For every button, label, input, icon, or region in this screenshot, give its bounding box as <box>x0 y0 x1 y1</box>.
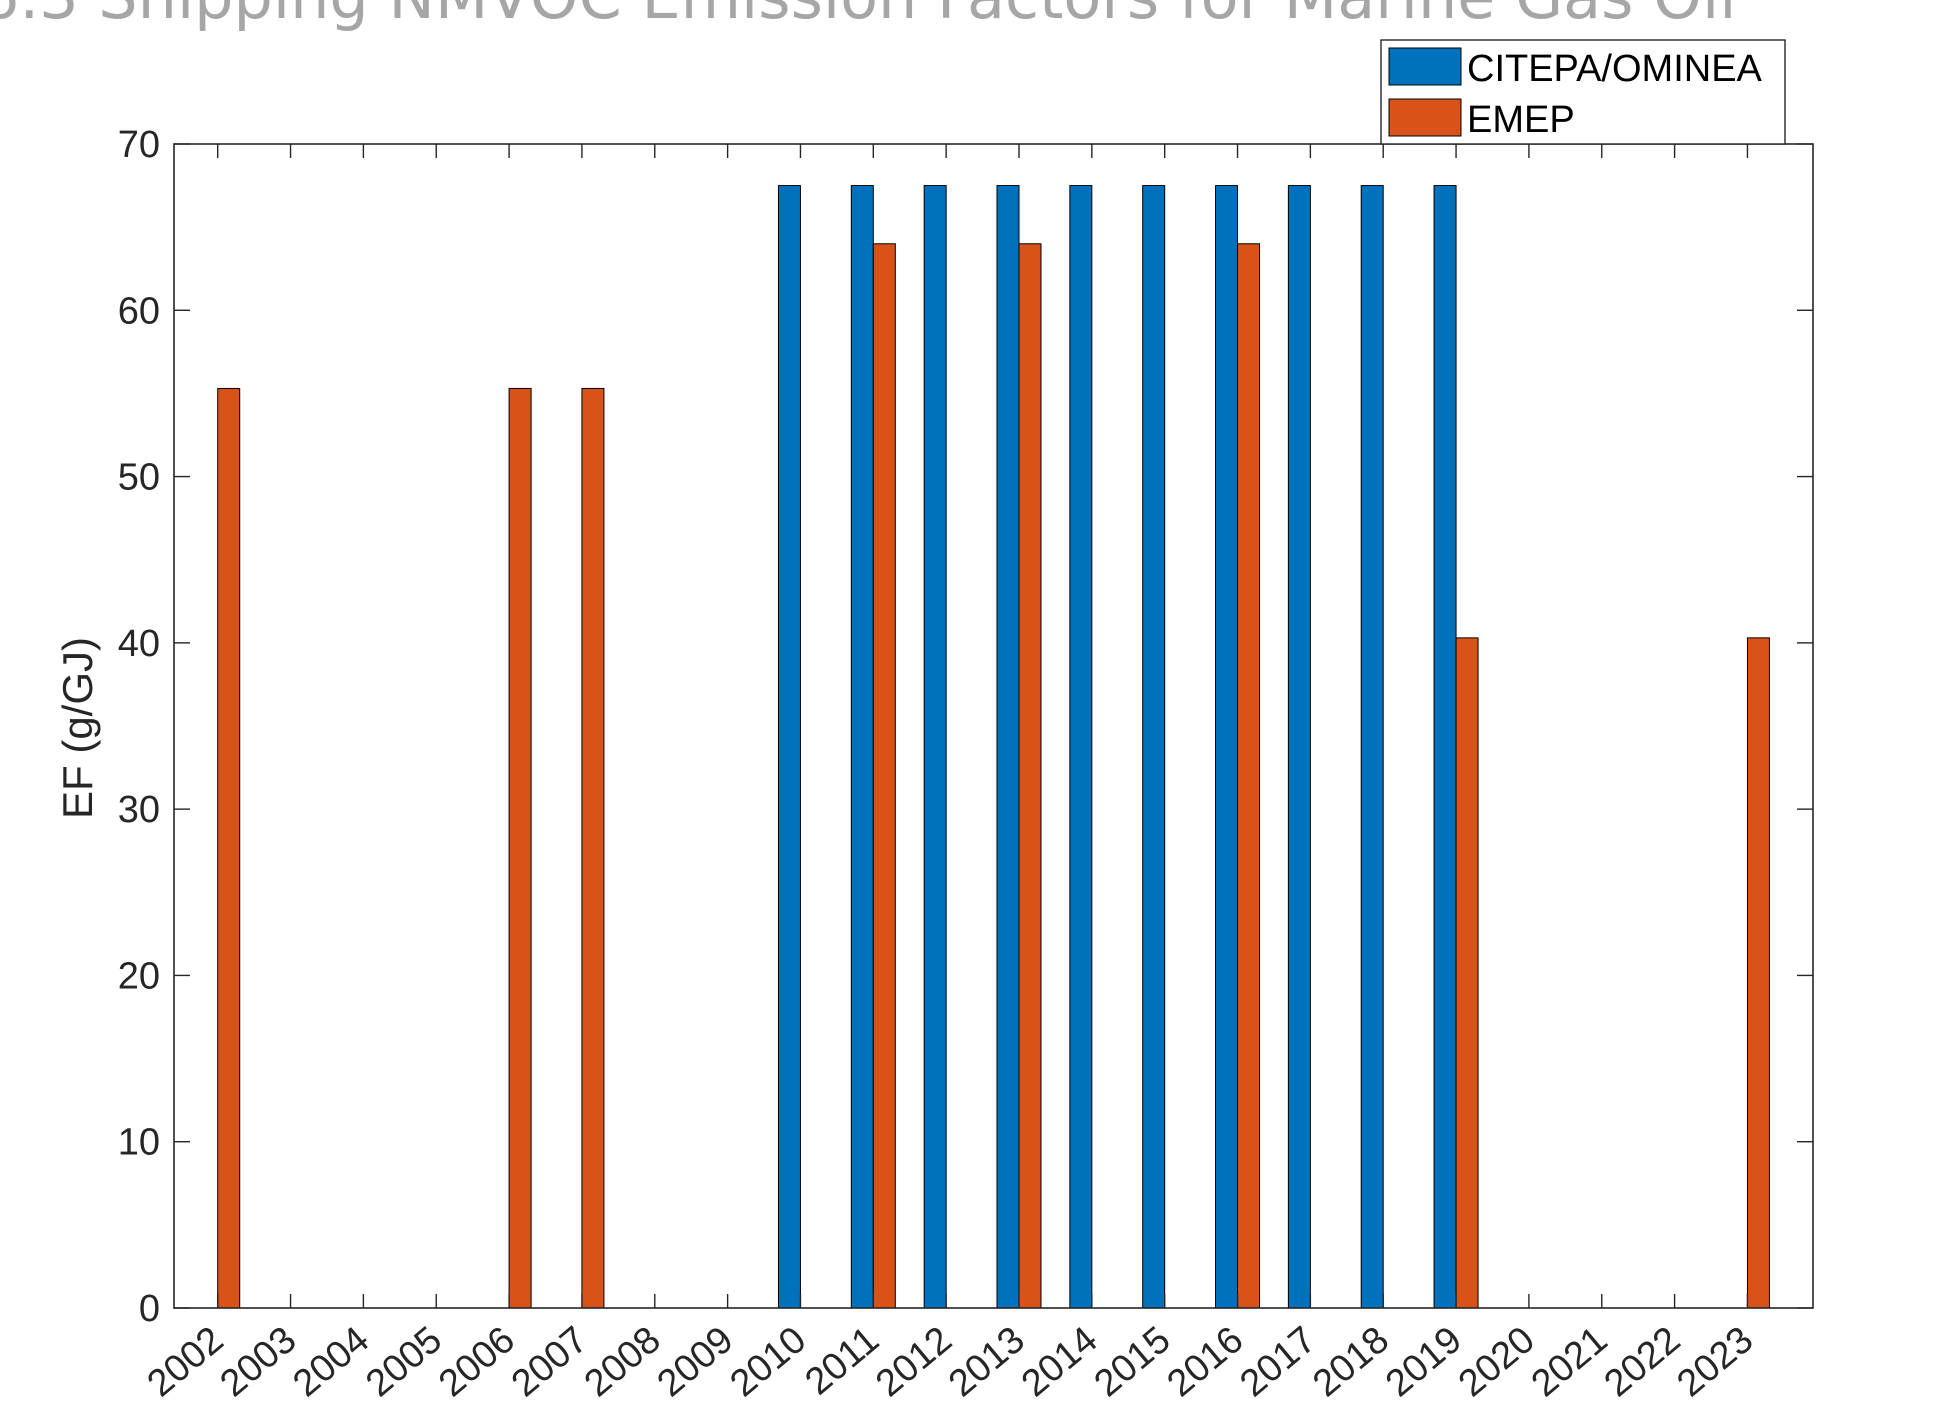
y-tick-label: 10 <box>118 1122 160 1164</box>
legend-label-citepa: CITEPA/OMINEA <box>1467 48 1763 90</box>
y-tick-label: 50 <box>118 457 160 499</box>
chart-title: 6.3 Shipping NMVOC Emission Factors for … <box>0 0 1736 33</box>
bar-emep-2007 <box>581 387 605 1309</box>
x-tick-label: 2012 <box>868 1319 960 1406</box>
x-tick-label: 2016 <box>1160 1319 1252 1406</box>
bar-emep-2002 <box>217 387 241 1309</box>
legend-swatch-emep <box>1388 98 1462 137</box>
y-tick-label: 20 <box>118 955 160 997</box>
x-tick-label: 2010 <box>722 1319 814 1406</box>
x-tick-label: 2002 <box>140 1319 232 1406</box>
bar-citepa-2014 <box>1069 185 1093 1309</box>
x-tick-labels: 2002200320042005200620072008200920102011… <box>140 1319 1761 1406</box>
bar-citepa-2017 <box>1287 185 1311 1309</box>
bar-citepa-2015 <box>1142 185 1166 1309</box>
x-tick-label: 2022 <box>1597 1319 1689 1406</box>
x-tick-label: 2005 <box>358 1319 450 1406</box>
x-tick-label: 2013 <box>941 1319 1033 1406</box>
bar-citepa-2010 <box>777 185 801 1309</box>
bar-citepa-2012 <box>923 185 947 1309</box>
legend-label-emep: EMEP <box>1467 99 1575 141</box>
y-tick-label: 30 <box>118 789 160 831</box>
x-tick-label: 2004 <box>285 1319 377 1406</box>
x-tick-label: 2014 <box>1014 1319 1106 1406</box>
y-tick-label: 40 <box>118 623 160 665</box>
x-tick-label: 2008 <box>577 1319 669 1406</box>
bar-citepa-2016 <box>1215 185 1239 1309</box>
bar-emep-2011 <box>872 243 896 1309</box>
bar-citepa-2011 <box>850 185 874 1309</box>
y-tick-labels: 0 10 20 30 40 50 60 70 <box>118 124 160 1330</box>
bars <box>217 185 1770 1309</box>
x-tick-label: 2006 <box>431 1319 523 1406</box>
x-tick-label: 2020 <box>1451 1319 1543 1406</box>
bar-citepa-2018 <box>1360 185 1384 1309</box>
x-tick-label: 2009 <box>650 1319 742 1406</box>
bar-emep-2019 <box>1455 637 1479 1309</box>
ticks <box>174 143 1813 1309</box>
plot-frame <box>174 144 1813 1308</box>
bar-citepa-2013 <box>996 185 1020 1309</box>
x-tick-label: 2023 <box>1669 1319 1761 1406</box>
x-tick-label: 2021 <box>1524 1319 1616 1406</box>
bar-emep-2006 <box>508 387 532 1309</box>
x-tick-label: 2011 <box>797 1319 887 1404</box>
bar-emep-2016 <box>1237 243 1261 1309</box>
x-tick-label: 2003 <box>213 1319 305 1406</box>
plot-border <box>173 143 1814 1309</box>
x-tick-label: 2019 <box>1378 1319 1470 1406</box>
bar-emep-2023 <box>1746 637 1770 1309</box>
x-tick-label: 2018 <box>1305 1319 1397 1406</box>
bar-emep-2013 <box>1018 243 1042 1309</box>
x-tick-label: 2017 <box>1232 1319 1324 1406</box>
x-tick-label: 2007 <box>504 1319 596 1406</box>
y-tick-label: 0 <box>139 1288 160 1330</box>
bar-citepa-2019 <box>1433 185 1457 1309</box>
legend: CITEPA/OMINEA EMEP <box>1380 39 1786 145</box>
x-tick-label: 2015 <box>1087 1319 1179 1406</box>
y-tick-label: 60 <box>118 290 160 332</box>
legend-swatch-citepa <box>1388 47 1462 86</box>
y-tick-label: 70 <box>118 124 160 166</box>
plot-area: 0 10 20 30 40 50 60 70 200220032004200520062007… <box>118 124 1814 1406</box>
y-axis-label: EF (g/GJ) <box>54 637 101 819</box>
